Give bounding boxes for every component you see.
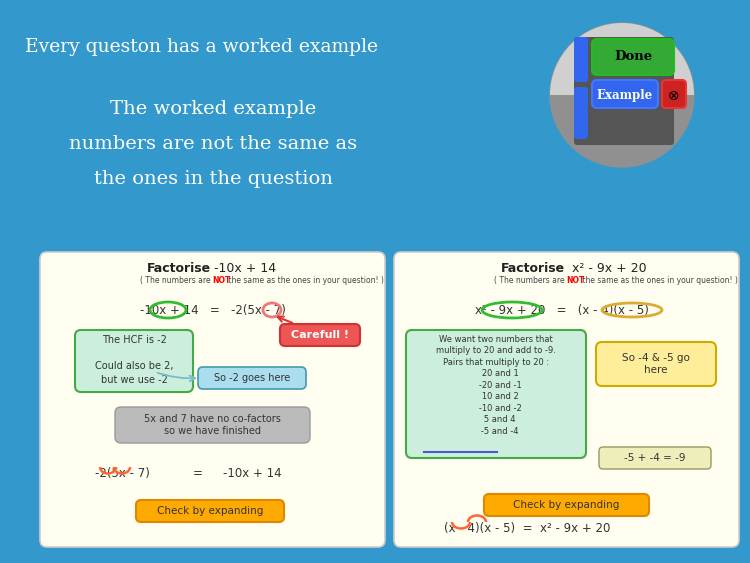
FancyBboxPatch shape	[484, 494, 649, 516]
Wedge shape	[550, 23, 694, 95]
FancyBboxPatch shape	[574, 37, 674, 145]
Text: The worked example: The worked example	[110, 100, 316, 118]
Text: -10x + 14   =   -2(5x - 7): -10x + 14 = -2(5x - 7)	[140, 304, 286, 317]
Text: ( The numbers are: ( The numbers are	[494, 276, 566, 285]
Text: NOT: NOT	[566, 276, 585, 285]
FancyBboxPatch shape	[592, 39, 674, 75]
Text: the ones in the question: the ones in the question	[94, 170, 332, 188]
Text: ( The numbers are: ( The numbers are	[140, 276, 212, 285]
Text: ⊗: ⊗	[668, 89, 680, 103]
FancyBboxPatch shape	[574, 87, 588, 139]
Text: Done: Done	[614, 51, 652, 64]
Text: So -4 & -5 go
here: So -4 & -5 go here	[622, 353, 690, 375]
FancyBboxPatch shape	[599, 447, 711, 469]
Text: x² - 9x + 20   =   (x - 4)(x - 5): x² - 9x + 20 = (x - 4)(x - 5)	[475, 304, 649, 317]
Text: We want two numbers that
multiply to 20 and add to -9.
Pairs that multiply to 20: We want two numbers that multiply to 20 …	[436, 335, 556, 436]
Text: Check by expanding: Check by expanding	[157, 506, 263, 516]
Text: -2(5x - 7): -2(5x - 7)	[95, 467, 150, 480]
FancyBboxPatch shape	[596, 342, 716, 386]
Text: the same as the ones in your question! ): the same as the ones in your question! )	[226, 276, 384, 285]
FancyBboxPatch shape	[115, 407, 310, 443]
FancyBboxPatch shape	[406, 330, 586, 458]
FancyBboxPatch shape	[40, 252, 385, 547]
FancyBboxPatch shape	[394, 252, 739, 547]
Text: Check by expanding: Check by expanding	[513, 500, 619, 510]
Text: numbers are not the same as: numbers are not the same as	[69, 135, 357, 153]
Text: x² - 9x + 20: x² - 9x + 20	[565, 262, 647, 275]
FancyBboxPatch shape	[136, 500, 284, 522]
FancyBboxPatch shape	[75, 330, 193, 392]
FancyBboxPatch shape	[574, 37, 588, 82]
Text: Carefull !: Carefull !	[291, 330, 349, 340]
Text: Example: Example	[597, 90, 653, 102]
FancyBboxPatch shape	[662, 80, 686, 108]
FancyBboxPatch shape	[198, 367, 306, 389]
Text: So -2 goes here: So -2 goes here	[214, 373, 290, 383]
Text: Every queston has a worked example: Every queston has a worked example	[25, 38, 378, 56]
Text: Factorise: Factorise	[500, 262, 565, 275]
Text: -5 + -4 = -9: -5 + -4 = -9	[624, 453, 686, 463]
Circle shape	[550, 23, 694, 167]
FancyBboxPatch shape	[592, 80, 658, 108]
Text: Factorise: Factorise	[146, 262, 211, 275]
Text: NOT: NOT	[212, 276, 231, 285]
Text: =: =	[193, 467, 203, 480]
Text: The HCF is -2

Could also be 2,
but we use -2: The HCF is -2 Could also be 2, but we us…	[94, 335, 173, 385]
Text: -10x + 14: -10x + 14	[223, 467, 282, 480]
Text: -10x + 14: -10x + 14	[211, 262, 277, 275]
Text: the same as the ones in your question! ): the same as the ones in your question! )	[580, 276, 738, 285]
Text: 5x and 7 have no co-factors
so we have finished: 5x and 7 have no co-factors so we have f…	[143, 414, 280, 436]
Text: (x - 4)(x - 5)  =  x² - 9x + 20: (x - 4)(x - 5) = x² - 9x + 20	[444, 522, 610, 535]
FancyBboxPatch shape	[280, 324, 360, 346]
